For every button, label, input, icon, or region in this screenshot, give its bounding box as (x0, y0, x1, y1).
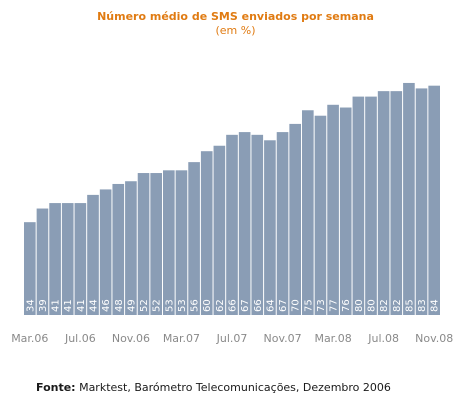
data-label-Out.06: 48 (114, 299, 125, 312)
bar-Jan.07 (150, 173, 162, 315)
source-text: Marktest, Barómetro Telecomunicações, De… (75, 381, 391, 394)
bar-Dez.07 (289, 123, 301, 316)
bar-Ago.06 (87, 194, 99, 315)
bar-Mar.08 (327, 104, 339, 315)
bar-Mai.06 (49, 203, 61, 315)
bar-Set.08 (403, 82, 415, 315)
data-label-Jul.07: 66 (228, 299, 239, 312)
data-label-Set.06: 46 (101, 299, 112, 312)
data-label-Out.08: 83 (417, 299, 428, 312)
data-label-Mai.07: 60 (202, 299, 213, 312)
x-tick-label-Jul.06: Jul.06 (64, 332, 96, 345)
x-tick-label-Nov.06: Nov.06 (112, 332, 150, 345)
data-label-Nov.07: 67 (278, 299, 289, 312)
bar-Jun.06 (61, 203, 74, 315)
data-label-Fev.08: 73 (316, 299, 327, 312)
bar-Mai.08 (352, 96, 365, 315)
bar-Abr.07 (188, 162, 200, 315)
bar-Jun.08 (365, 96, 377, 315)
bar-Jul.08 (377, 91, 390, 315)
x-tick-label-Jul.08: Jul.08 (367, 332, 399, 345)
x-tick-label-Mar.08: Mar.08 (314, 332, 351, 345)
data-label-Mai.08: 80 (354, 299, 365, 312)
data-label-Mar.07: 53 (177, 299, 188, 312)
data-label-Jun.08: 80 (367, 299, 378, 312)
bar-Out.06 (112, 183, 125, 315)
bar-Mar.07 (175, 170, 188, 315)
source-label: Fonte: (36, 381, 76, 394)
bar-Mar.06 (24, 222, 36, 315)
data-label-Mar.08: 77 (329, 299, 340, 312)
bar-Abr.08 (339, 107, 352, 316)
bar-Fev.08 (314, 115, 327, 316)
data-label-Nov.08: 84 (430, 299, 441, 312)
bar-Ago.07 (238, 132, 251, 315)
x-tick-label-Nov.07: Nov.07 (263, 332, 301, 345)
x-tick-label-Mar.07: Mar.07 (163, 332, 200, 345)
data-label-Dez.06: 52 (139, 299, 150, 312)
data-label-Out.07: 64 (265, 299, 276, 312)
bar-Nov.07 (276, 132, 289, 315)
data-label-Abr.06: 39 (38, 299, 49, 312)
data-label-Nov.06: 49 (126, 299, 137, 312)
data-label-Set.08: 85 (404, 299, 415, 312)
data-label-Jul.06: 41 (76, 299, 87, 312)
bar-Nov.08 (428, 85, 440, 316)
data-label-Abr.08: 76 (341, 299, 352, 312)
data-label-Mar.06: 34 (25, 299, 36, 312)
x-tick-label-Nov.08: Nov.08 (415, 332, 453, 345)
data-label-Ago.06: 44 (89, 299, 100, 312)
data-label-Jan.08: 75 (303, 299, 314, 312)
data-label-Fev.07: 53 (164, 299, 175, 312)
bar-Jul.06 (74, 203, 87, 315)
source-note: Fonte: Marktest, Barómetro Telecomunicaç… (36, 381, 391, 394)
bar-Set.07 (251, 134, 264, 315)
bar-Set.06 (99, 189, 112, 315)
bar-Abr.06 (36, 208, 49, 315)
data-label-Dez.07: 70 (291, 299, 302, 312)
data-label-Abr.07: 56 (190, 299, 201, 312)
bar-Ago.08 (390, 91, 403, 315)
bar-Dez.06 (137, 173, 150, 315)
bar-Out.07 (264, 140, 276, 315)
bar-Out.08 (415, 88, 428, 315)
data-label-Jan.07: 52 (152, 299, 163, 312)
data-label-Ago.07: 67 (240, 299, 251, 312)
data-label-Jun.07: 62 (215, 299, 226, 312)
bar-Nov.06 (125, 181, 137, 315)
bar-Jul.07 (226, 134, 238, 315)
bar-Mai.07 (200, 151, 213, 315)
chart-title: Número médio de SMS enviados por semana (97, 10, 374, 23)
bar-Jan.08 (302, 110, 314, 315)
bar-Jun.07 (213, 145, 226, 315)
x-tick-label-Mar.06: Mar.06 (11, 332, 48, 345)
data-label-Ago.08: 82 (392, 299, 403, 312)
x-tick-label-Jul.07: Jul.07 (216, 332, 248, 345)
data-label-Mai.06: 41 (51, 299, 62, 312)
data-label-Set.07: 66 (253, 299, 264, 312)
data-label-Jun.06: 41 (63, 299, 74, 312)
data-label-Jul.08: 82 (379, 299, 390, 312)
bar-Fev.07 (163, 170, 175, 315)
chart-subtitle: (em %) (215, 24, 256, 37)
